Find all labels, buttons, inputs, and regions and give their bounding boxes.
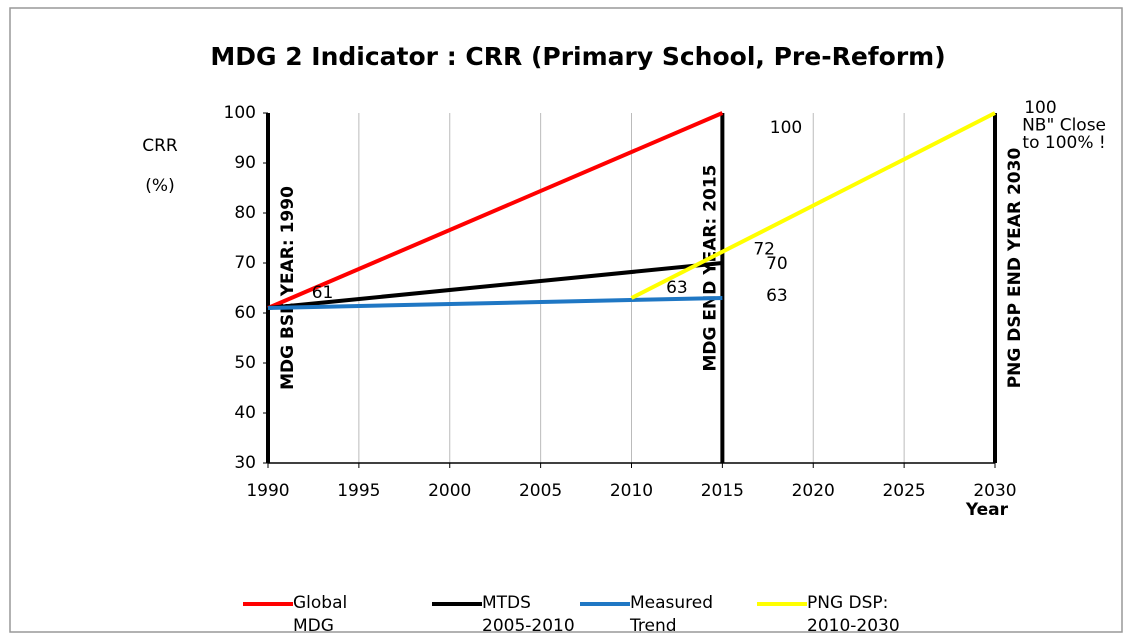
- y-tick-label: 80: [234, 203, 256, 223]
- legend-label: PNG DSP: 2010-2030: [807, 593, 900, 636]
- x-axis-label: Year: [965, 500, 1009, 520]
- annotation: to 100% !: [1022, 133, 1105, 153]
- annotation: NB" Close: [1022, 116, 1106, 136]
- y-tick-label: 50: [234, 353, 256, 373]
- annotation: 100: [770, 118, 802, 138]
- legend-item: PNG DSP: 2010-2030: [757, 592, 907, 638]
- legend-label: Global MDG: [293, 593, 348, 636]
- legend-item: Global MDG: [243, 592, 393, 638]
- frame: [9, 7, 1123, 633]
- legend-swatch: [432, 602, 482, 606]
- annotation: 61: [312, 283, 334, 303]
- x-tick-label: 2030: [973, 481, 1016, 501]
- reference-label: MDG END YEAR: 2015: [700, 165, 720, 372]
- y-tick-label: 100: [224, 103, 256, 123]
- y-tick-label: 60: [234, 303, 256, 323]
- series-line: [267, 296, 723, 310]
- x-tick-label: 1990: [246, 481, 289, 501]
- legend-swatch: [243, 602, 293, 606]
- reference-label: PNG DSP END YEAR 2030: [1005, 148, 1025, 389]
- y-axis-label: (%): [145, 176, 174, 196]
- series-line: [630, 111, 996, 300]
- legend-swatch: [757, 602, 807, 606]
- y-tick-label: 90: [234, 153, 256, 173]
- series-line: [267, 261, 723, 310]
- series-line: [267, 111, 724, 310]
- y-tick-label: 70: [234, 253, 256, 273]
- annotation: 63: [666, 278, 688, 298]
- annotation: 70: [766, 254, 788, 274]
- annotation: 63: [766, 286, 788, 306]
- reference-label: MDG BSE YEAR: 1990: [278, 186, 298, 390]
- annotation: 72: [753, 240, 775, 260]
- legend-item: Measured Trend: [580, 592, 730, 638]
- legend-item: MTDS 2005-2010: [432, 592, 582, 638]
- x-tick-label: 2020: [792, 481, 835, 501]
- legend-label: Measured Trend: [630, 593, 714, 636]
- chart-title: MDG 2 Indicator : CRR (Primary School, P…: [210, 42, 945, 71]
- x-tick-label: 2015: [701, 481, 744, 501]
- x-tick-label: 2010: [610, 481, 653, 501]
- y-tick-label: 40: [234, 403, 256, 423]
- x-tick-label: 2005: [519, 481, 562, 501]
- x-tick-label: 2025: [882, 481, 925, 501]
- legend-swatch: [580, 602, 630, 606]
- y-tick-label: 30: [234, 453, 256, 473]
- annotation: 100: [1024, 98, 1056, 118]
- legend-label: MTDS 2005-2010: [482, 593, 575, 636]
- y-axis-label: CRR: [142, 136, 178, 156]
- x-tick-label: 2000: [428, 481, 471, 501]
- x-tick-label: 1995: [337, 481, 380, 501]
